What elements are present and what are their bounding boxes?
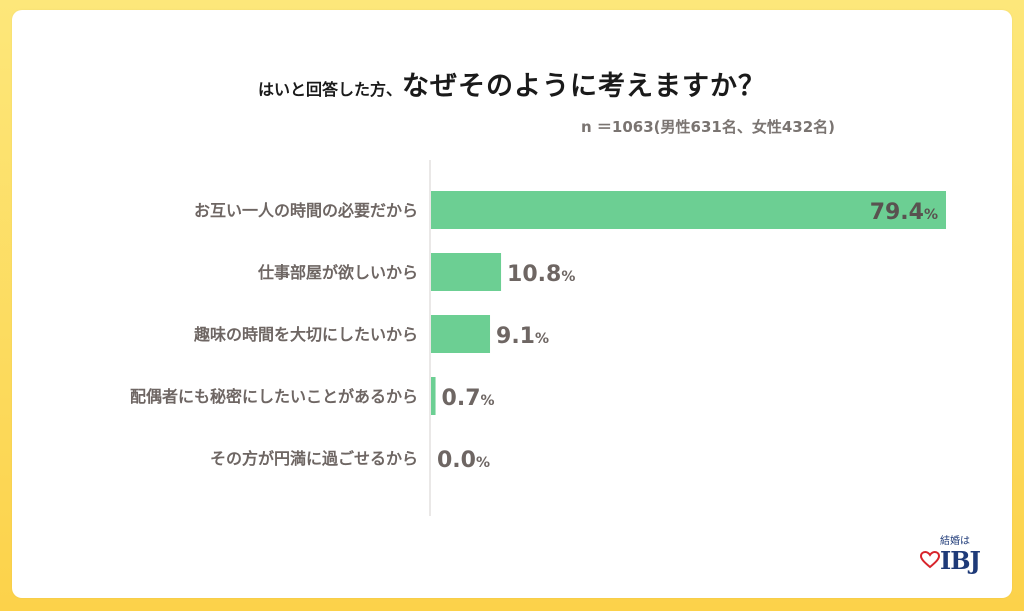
chart-card bbox=[12, 10, 1012, 598]
chart-title: はいと回答した方、なぜそのように考えますか？ bbox=[0, 64, 1024, 103]
title-main: なぜそのように考えますか？ bbox=[402, 71, 766, 102]
ibj-logo: 結婚は IBJ bbox=[918, 532, 988, 584]
category-labels-group: お互い一人の時間の必要だから仕事部屋が欲しいから趣味の時間を大切にしたいから配偶… bbox=[130, 201, 418, 468]
value-label-0: 79.4% bbox=[870, 200, 938, 225]
sample-size-note: n ＝1063(男性631名、女性432名) bbox=[581, 118, 835, 136]
value-labels-group: 79.4% 10.8% 9.1% 0.7% 0.0% bbox=[437, 200, 938, 473]
bar-2 bbox=[431, 315, 491, 353]
bar-0 bbox=[431, 191, 946, 229]
category-label-3: 配偶者にも秘密にしたいことがあるから bbox=[130, 387, 418, 406]
logo-tagline: 結婚は bbox=[940, 536, 970, 547]
category-label-4: その方が円満に過ごせるから bbox=[210, 449, 418, 468]
category-label-1: 仕事部屋が欲しいから bbox=[257, 263, 418, 282]
category-label-2: 趣味の時間を大切にしたいから bbox=[193, 325, 418, 344]
logo-brand: IBJ bbox=[940, 546, 981, 575]
bars-group bbox=[431, 191, 946, 415]
bar-3 bbox=[431, 377, 436, 415]
title-prefix: はいと回答した方、 bbox=[257, 80, 402, 99]
value-label-2: 9.1% bbox=[496, 324, 549, 349]
bar-1 bbox=[431, 253, 502, 291]
value-label-4: 0.0% bbox=[437, 448, 490, 473]
value-label-3: 0.7% bbox=[442, 386, 495, 411]
heart-icon bbox=[920, 550, 940, 569]
value-label-1: 10.8% bbox=[507, 262, 575, 287]
category-label-0: お互い一人の時間の必要だから bbox=[194, 201, 418, 220]
